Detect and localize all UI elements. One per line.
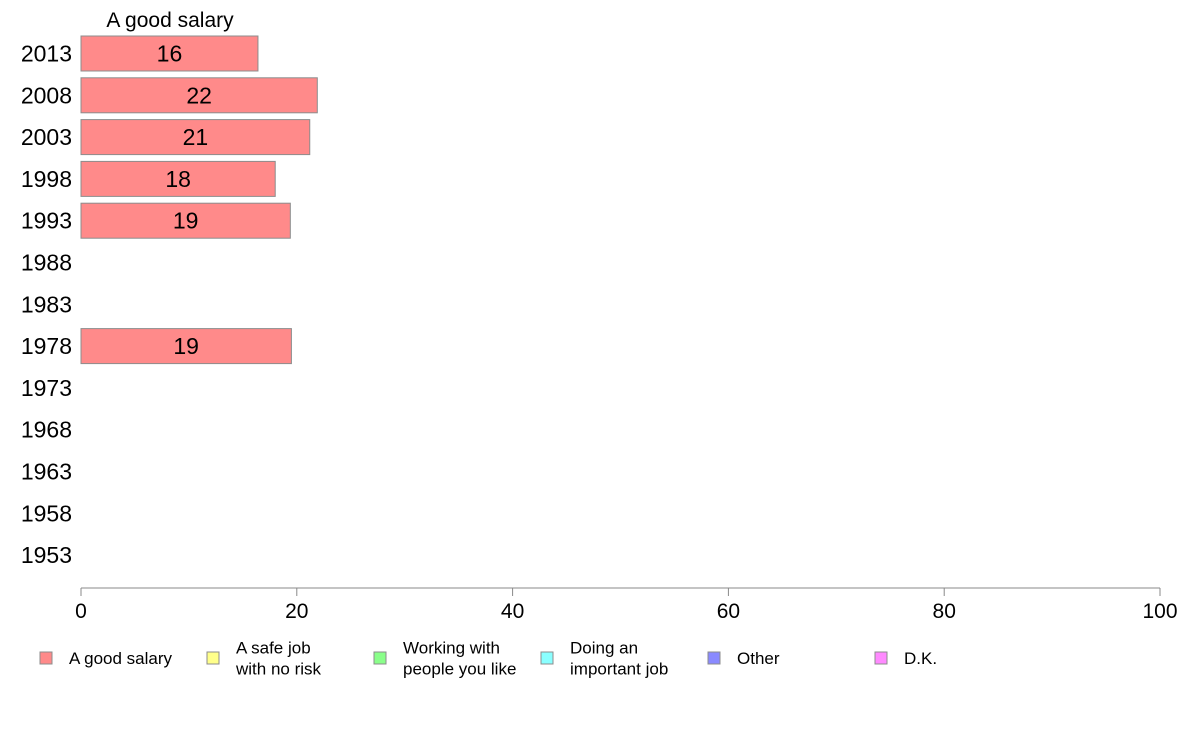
- bar: [80, 202, 291, 239]
- y-tick-label: 1953: [21, 542, 72, 568]
- y-axis-labels: 2013 2008 2003 1998 1993 1988 1983 1978 1973 1968…: [21, 41, 72, 569]
- y-tick-label: 1973: [21, 375, 72, 401]
- bar: [80, 119, 311, 156]
- y-tick-label: 1963: [21, 459, 72, 485]
- y-tick-label: 2013: [21, 41, 72, 67]
- legend-label: with no risk: [235, 660, 322, 679]
- y-tick-label: 2003: [21, 124, 72, 150]
- y-tick-label: 1998: [21, 166, 72, 192]
- bar-value-label: 19: [173, 208, 199, 234]
- bar-value-label: 16: [157, 41, 183, 67]
- legend-label: people you like: [403, 660, 516, 679]
- bar-value-label: 22: [186, 82, 212, 108]
- legend-label: Other: [737, 649, 780, 668]
- bar: [80, 328, 292, 365]
- legend-label: Working with: [403, 639, 500, 658]
- series-title: A good salary: [106, 9, 234, 32]
- legend-label: D.K.: [904, 649, 937, 668]
- legend: A good salary A safe job with no risk Worki…: [39, 639, 937, 679]
- bar: [80, 35, 259, 72]
- legend-swatch: [540, 651, 554, 665]
- x-axis-ticks: 0 20 40 60 80 100: [75, 588, 1178, 623]
- legend-label: important job: [570, 660, 668, 679]
- legend-swatch: [206, 651, 220, 665]
- y-tick-label: 1958: [21, 500, 72, 526]
- bar-value-label: 18: [165, 166, 191, 192]
- legend-swatch: [373, 651, 387, 665]
- bar-value-label: 19: [173, 333, 199, 359]
- y-tick-label: 1993: [21, 208, 72, 234]
- bar-value-label: 21: [183, 124, 209, 150]
- legend-swatch: [39, 651, 53, 665]
- legend-label: A safe job: [236, 639, 311, 658]
- bar: [80, 77, 318, 114]
- x-tick-label: 80: [933, 600, 956, 623]
- y-tick-label: 1978: [21, 333, 72, 359]
- x-tick-label: 40: [501, 600, 524, 623]
- x-tick-label: 100: [1142, 600, 1177, 623]
- bar: [80, 160, 276, 197]
- y-tick-label: 2008: [21, 82, 72, 108]
- x-tick-label: 20: [285, 600, 308, 623]
- x-tick-label: 0: [75, 600, 87, 623]
- y-tick-label: 1968: [21, 417, 72, 443]
- legend-swatch: [874, 651, 888, 665]
- y-tick-label: 1988: [21, 250, 72, 276]
- x-tick-label: 60: [717, 600, 740, 623]
- legend-label: Doing an: [570, 639, 638, 658]
- y-tick-label: 1983: [21, 291, 72, 317]
- legend-swatch: [707, 651, 721, 665]
- legend-label: A good salary: [69, 649, 173, 668]
